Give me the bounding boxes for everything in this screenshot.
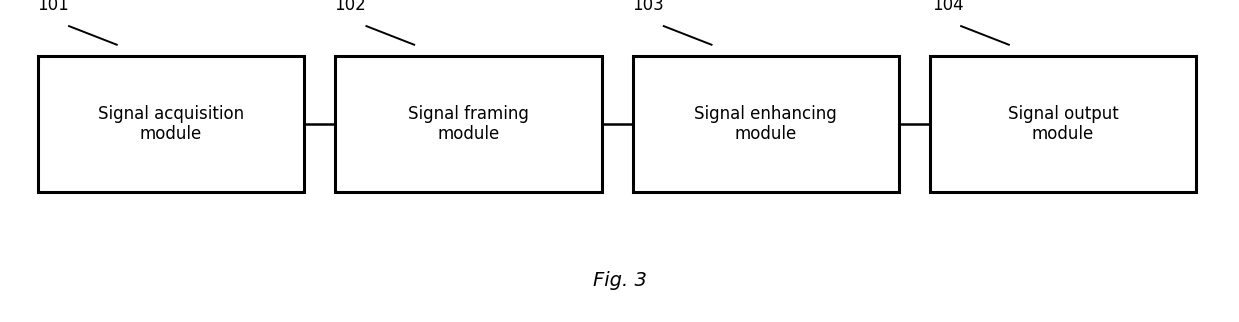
Text: Signal output
module: Signal output module [1007,105,1119,143]
Text: Fig. 3: Fig. 3 [592,271,647,290]
Text: 101: 101 [37,0,69,14]
Bar [38,56,304,192]
Bar [335,56,602,192]
Text: 104: 104 [932,0,964,14]
Text: Signal enhancing
module: Signal enhancing module [694,105,838,143]
Text: 103: 103 [632,0,664,14]
Bar [632,56,898,192]
Text: Signal framing
module: Signal framing module [408,105,529,143]
Bar [929,56,1196,192]
Text: Signal acquisition
module: Signal acquisition module [98,105,244,143]
Text: 102: 102 [335,0,367,14]
